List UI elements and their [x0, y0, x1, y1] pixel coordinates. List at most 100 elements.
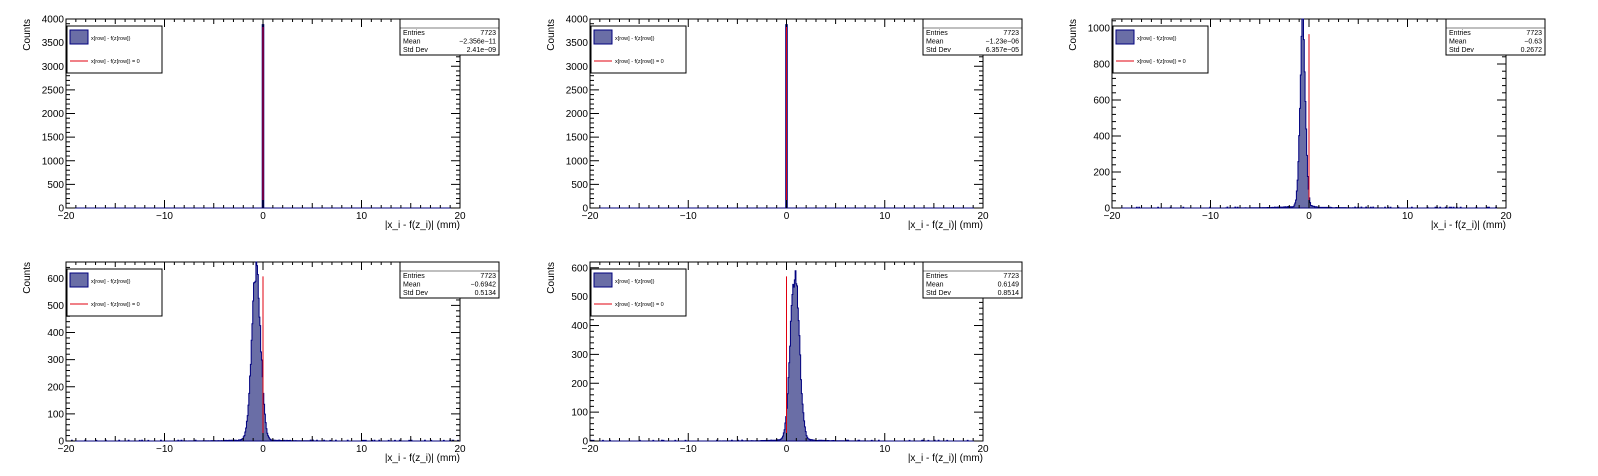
- stats-box: Entries 7723 Mean −2.356e−11 Std Dev 2.41e−09: [399, 18, 500, 56]
- stats-entries-value: 7723: [480, 273, 496, 280]
- legend-line-label: x[row] - f(z[row]) = 0: [91, 59, 140, 65]
- y-tick-label: 0: [1104, 204, 1110, 215]
- stats-entries-label: Entries: [403, 30, 425, 37]
- y-tick-label: 200: [47, 382, 64, 393]
- y-tick-label: 100: [47, 409, 64, 420]
- x-tick-label: 0: [784, 211, 790, 222]
- x-axis-label: |x_i - f(z_i)| (mm): [385, 453, 460, 464]
- x-tick-label: −20: [582, 211, 599, 222]
- stats-std-value: 0.8514: [998, 290, 1020, 297]
- legend: x[row] - f(z[row]) x[row] - f(z[row]) = 0: [590, 25, 687, 74]
- stats-entries-label: Entries: [1449, 30, 1471, 37]
- y-tick-label: 2000: [566, 109, 589, 120]
- stats-mean-label: Mean: [926, 39, 944, 46]
- x-tick-label: −10: [1202, 211, 1219, 222]
- stats-mean-label: Mean: [1449, 39, 1467, 46]
- stats-std-value: 0.2672: [1521, 47, 1543, 54]
- x-tick-label: −20: [58, 211, 75, 222]
- y-tick-label: 600: [47, 274, 64, 285]
- x-tick-label: 10: [879, 444, 891, 455]
- x-tick-label: 20: [977, 211, 989, 222]
- stats-entries-label: Entries: [926, 273, 948, 280]
- x-axis-label: |x_i - f(z_i)| (mm): [385, 220, 460, 231]
- legend-line-label: x[row] - f(z[row]) = 0: [615, 59, 664, 65]
- stats-std-label: Std Dev: [926, 290, 951, 297]
- y-tick-label: 1500: [42, 133, 65, 144]
- stats-box: Entries 7723 Mean 0.6149 Std Dev 0.8514: [922, 261, 1023, 299]
- x-tick-label: −10: [680, 211, 697, 222]
- y-tick-label: 400: [1093, 132, 1110, 143]
- x-tick-label: 0: [1306, 211, 1312, 222]
- stats-entries-value: 7723: [1526, 30, 1542, 37]
- y-tick-label: 3000: [566, 62, 589, 73]
- stats-entries-value: 7723: [480, 30, 496, 37]
- stats-box: Entries 7723 Mean −0.63 Std Dev 0.2672: [1445, 18, 1546, 56]
- stats-mean-value: 0.6149: [998, 282, 1020, 289]
- y-axis-label: Counts: [22, 19, 33, 51]
- stats-mean-label: Mean: [403, 39, 421, 46]
- legend: x[row] - f(z[row]) x[row] - f(z[row]) = 0: [590, 268, 687, 317]
- y-tick-label: 200: [571, 379, 588, 390]
- legend: x[row] - f(z[row]) x[row] - f(z[row]) = 0: [66, 25, 163, 74]
- x-axis-label: |x_i - f(z_i)| (mm): [908, 220, 983, 231]
- x-tick-label: 10: [879, 211, 891, 222]
- stats-frame: [399, 261, 500, 299]
- stats-frame: [922, 261, 1023, 299]
- y-tick-label: 500: [571, 292, 588, 303]
- legend-line-label: x[row] - f(z[row]) = 0: [1137, 59, 1186, 65]
- histogram-panel-4: −20 −10 0 10 200100200300400500600Counts|x_i…: [22, 261, 500, 464]
- x-axis-label: |x_i - f(z_i)| (mm): [1431, 220, 1506, 231]
- stats-box: Entries 7723 Mean −1.23e−06 Std Dev 6.357e−05: [922, 18, 1023, 56]
- histogram-bars: [589, 270, 983, 442]
- legend-hist-swatch: [69, 272, 89, 288]
- y-tick-label: 500: [47, 301, 64, 312]
- y-tick-label: 2000: [42, 109, 65, 120]
- legend-hist-swatch: [593, 29, 613, 45]
- stats-mean-label: Mean: [403, 282, 421, 289]
- y-tick-label: 800: [1093, 60, 1110, 71]
- y-tick-label: 600: [1093, 96, 1110, 107]
- stats-entries-label: Entries: [403, 273, 425, 280]
- legend: x[row] - f(z[row]) x[row] - f(z[row]) = 0: [1112, 25, 1209, 74]
- y-tick-label: 100: [571, 408, 588, 419]
- legend-hist-label: x[row] - f(z[row]): [615, 279, 655, 285]
- y-tick-label: 1000: [1088, 24, 1111, 35]
- y-tick-label: 2500: [566, 85, 589, 96]
- x-tick-label: 20: [977, 444, 989, 455]
- y-tick-label: 1000: [566, 156, 589, 167]
- x-tick-label: 10: [1402, 211, 1414, 222]
- stats-entries-value: 7723: [1003, 30, 1019, 37]
- stats-std-value: 0.5134: [475, 290, 497, 297]
- stats-frame: [399, 18, 500, 56]
- legend-hist-label: x[row] - f(z[row]): [615, 36, 655, 42]
- y-tick-label: 0: [582, 437, 588, 448]
- y-tick-label: 0: [582, 204, 588, 215]
- stats-box: Entries 7723 Mean −0.6942 Std Dev 0.5134: [399, 261, 500, 299]
- y-tick-label: 200: [1093, 168, 1110, 179]
- legend-hist-swatch: [69, 29, 89, 45]
- x-tick-label: −20: [1104, 211, 1121, 222]
- stats-std-label: Std Dev: [403, 47, 428, 54]
- y-tick-label: 500: [571, 180, 588, 191]
- y-tick-label: 4000: [42, 15, 65, 26]
- stats-mean-label: Mean: [926, 282, 944, 289]
- x-tick-label: 0: [784, 444, 790, 455]
- stats-std-label: Std Dev: [403, 290, 428, 297]
- x-tick-label: 10: [356, 444, 368, 455]
- y-axis-label: Counts: [546, 19, 557, 51]
- y-tick-label: 3500: [42, 38, 65, 49]
- x-tick-label: −10: [156, 211, 173, 222]
- stats-frame: [1445, 18, 1546, 56]
- x-axis-label: |x_i - f(z_i)| (mm): [908, 453, 983, 464]
- stats-std-label: Std Dev: [1449, 47, 1474, 54]
- x-tick-label: 10: [356, 211, 368, 222]
- histogram-panel-1: −20 −10 0 10 20 0 500 1000 1500 2000 2500 3000 3500 4…: [22, 15, 500, 231]
- stats-entries-label: Entries: [926, 30, 948, 37]
- y-tick-label: 4000: [566, 15, 589, 26]
- legend: x[row] - f(z[row]) x[row] - f(z[row]) = 0: [66, 268, 163, 317]
- histogram-panel-5: −20 −10 0 10 200100200300400500600Counts|x_i…: [546, 261, 1023, 464]
- x-tick-label: −20: [582, 444, 599, 455]
- y-tick-label: 0: [58, 437, 64, 448]
